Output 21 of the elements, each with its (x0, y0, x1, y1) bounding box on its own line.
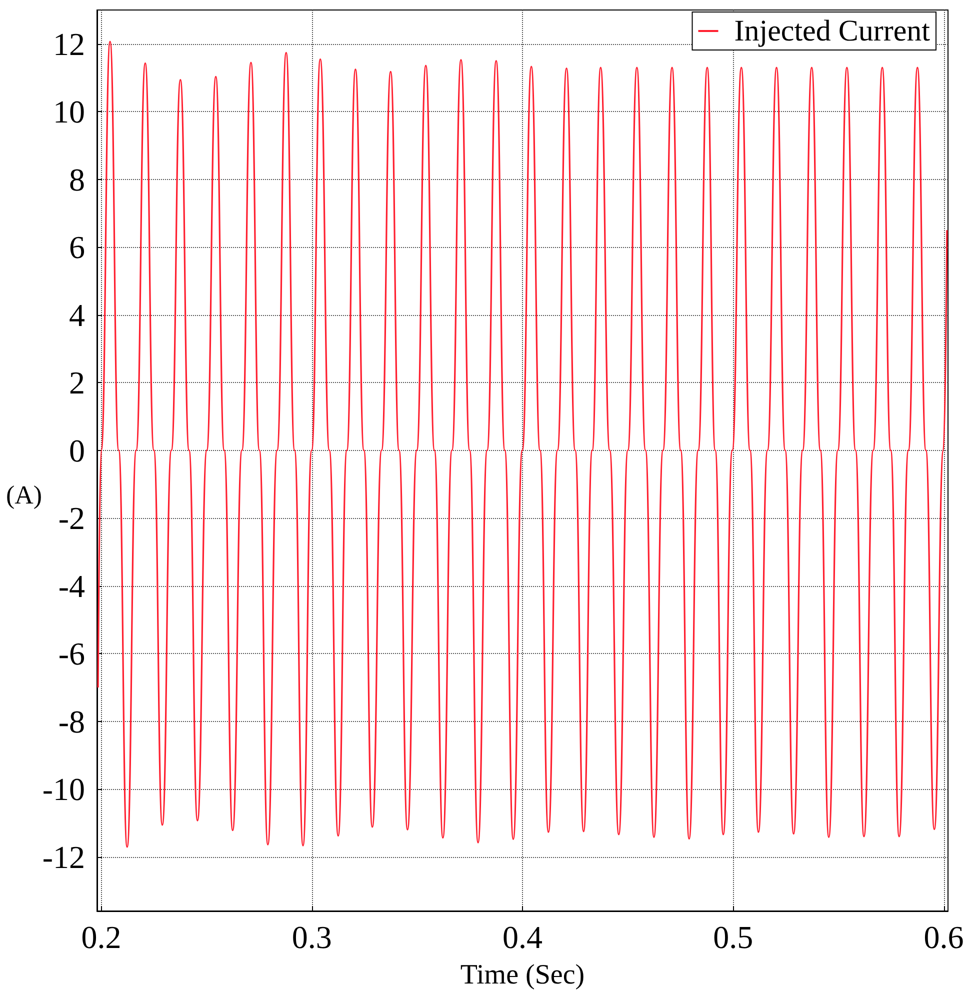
y-tick-label: -12 (42, 838, 85, 875)
y-tick-label: -2 (58, 500, 85, 536)
y-axis-title: (A) (6, 480, 42, 510)
y-tick-label: 10 (53, 94, 85, 130)
x-tick-label: 0.2 (81, 919, 122, 955)
legend-label: Injected Current (734, 14, 931, 48)
y-tick-label: 4 (69, 296, 85, 333)
y-tick-label: -10 (42, 771, 85, 808)
y-tick-label: -6 (58, 636, 85, 672)
y-tick-label: 0 (69, 432, 85, 468)
y-tick-label: -8 (58, 703, 85, 740)
x-tick-label: 0.6 (924, 919, 964, 955)
y-tick-label: 6 (69, 229, 85, 266)
x-tick-label: 0.4 (502, 919, 542, 955)
y-tick-label: 8 (69, 161, 85, 198)
y-tick-label: -4 (58, 568, 85, 604)
y-tick-label: 12 (53, 26, 85, 62)
x-tick-label: 0.5 (713, 919, 754, 955)
y-tick-label: 2 (69, 364, 85, 401)
x-axis-title: Time (Sec) (460, 960, 585, 990)
x-tick-label: 0.3 (292, 919, 332, 955)
